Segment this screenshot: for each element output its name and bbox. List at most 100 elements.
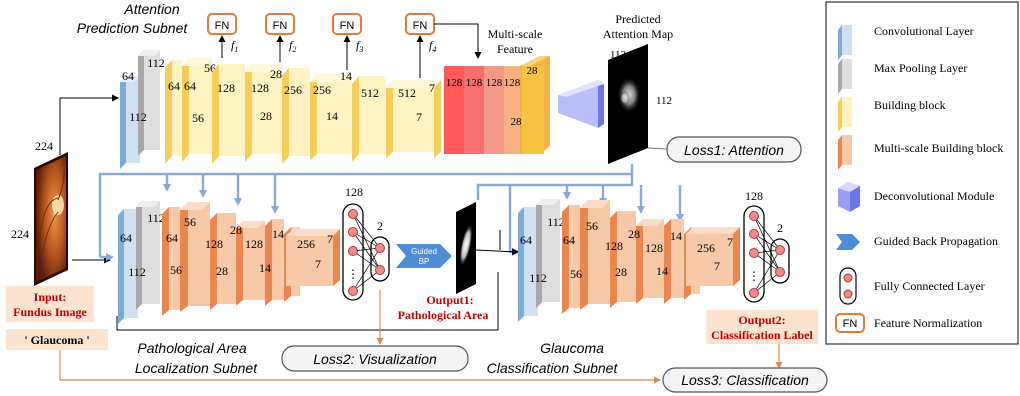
attention-map-title-line1: Predicted <box>615 12 660 26</box>
loc-conv-64: 64 <box>120 231 132 245</box>
input-label-line2: Fundus Image <box>13 305 87 319</box>
attn-b56b: 56 <box>192 111 204 125</box>
output2-label-box: Output2: Classification Label <box>706 310 818 344</box>
svg-text:Loss3: Classification: Loss3: Classification <box>681 372 809 388</box>
input-label-box: Input: Fundus Image <box>6 286 94 322</box>
attention-map-title-line2: Attention Map <box>603 27 673 41</box>
class-label-box: ' Glaucoma ' <box>6 329 108 350</box>
attn-b7a: 7 <box>429 81 435 95</box>
feature-f3: f3 <box>356 38 363 54</box>
building-block-stage2 <box>212 64 282 164</box>
max-pooling-icon <box>838 59 852 94</box>
attn-b14a: 14 <box>340 69 352 83</box>
loc-subnet-title-line2: Localization Subnet <box>135 360 258 376</box>
cls-b7b: 7 <box>714 259 720 273</box>
cls-b56a: 56 <box>586 219 598 233</box>
loc-fc-dots: ⋮ <box>347 267 359 281</box>
multiscale-feature-label-line2: Feature <box>497 42 533 56</box>
fn-box-icon: FN <box>835 313 865 333</box>
deconv-module <box>558 80 604 128</box>
localization-subnet: 64 112 112 64 56 56 128 28 28 128 <box>118 185 488 376</box>
cls-b28b: 28 <box>615 265 627 279</box>
fundus-image <box>34 152 68 286</box>
attn-b28a: 28 <box>270 67 282 81</box>
multiscale-feature-label-line1: Multi-scale <box>488 27 543 41</box>
cls-conv-layer <box>518 207 538 322</box>
feature-f4: f4 <box>429 38 436 54</box>
cls-b64: 64 <box>563 233 575 247</box>
attn-pool-112a: 112 <box>147 56 165 70</box>
svg-text:FN: FN <box>273 20 288 32</box>
legend-fn-label: Feature Normalization <box>874 316 982 330</box>
legend-conv-label: Convolutional Layer <box>874 24 974 38</box>
input-size-left: 224 <box>11 227 29 241</box>
output1-line1: Output1: <box>426 293 473 307</box>
loc-b28b: 28 <box>216 264 228 278</box>
cls-b28a: 28 <box>628 227 640 241</box>
max-pooling-block <box>138 50 160 156</box>
input-section: 224 224 Input: Fundus Image ' Glaucoma ' <box>6 94 119 350</box>
multiscale-feature-stack <box>444 56 550 154</box>
cls-subnet-title-line2: Classification Subnet <box>487 360 619 376</box>
loss3-box: Loss3: Classification <box>662 367 828 393</box>
attn-b128a: 128 <box>217 81 235 95</box>
legend-deconv-label: Deconvolutional Module <box>874 189 994 203</box>
legend-fc-label: Fully Connected Layer <box>874 279 985 293</box>
loc-subnet-title-line1: Pathological Area <box>137 340 246 356</box>
cls-ms-block-4 <box>686 227 740 286</box>
cls-conv-64: 64 <box>520 233 532 247</box>
cls-fc-layer: ⋮ <box>743 205 790 303</box>
cls-ms-block-1 <box>562 200 610 314</box>
predicted-attention-map <box>608 44 648 164</box>
attn-b14b: 14 <box>326 109 338 123</box>
cls-ms-block-2 <box>610 211 664 308</box>
attn-conv-64: 64 <box>122 69 134 83</box>
fn-box-4: FN <box>405 13 435 35</box>
cls-b14a: 14 <box>670 229 682 243</box>
deconv-module-icon <box>838 182 860 212</box>
feature-f1: f1 <box>231 38 238 54</box>
input-size-top: 224 <box>35 139 53 153</box>
attn-b28b: 28 <box>260 109 272 123</box>
loss1-box: Loss1: Attention <box>666 136 802 163</box>
attn-b256b: 256 <box>313 83 331 97</box>
svg-text:Loss2: Visualization: Loss2: Visualization <box>313 351 437 367</box>
ms-label-6: 28 <box>511 116 523 128</box>
legend-building-label: Building block <box>874 98 946 112</box>
output2-line2: Classification Label <box>711 328 813 342</box>
svg-text:FN: FN <box>843 318 858 330</box>
svg-text:FN: FN <box>340 20 355 32</box>
cls-pool-112b: 112 <box>529 271 547 285</box>
svg-text:BP: BP <box>419 257 430 266</box>
cls-subnet-title-line1: Glaucoma <box>540 340 604 356</box>
loc-b7a: 7 <box>327 232 333 246</box>
attn-b512b: 512 <box>398 86 416 100</box>
building-block-stage3 <box>282 68 352 164</box>
legend: Convolutional Layer Max Pooling Layer Bu… <box>825 1 1019 345</box>
conv-layer-icon <box>838 25 852 60</box>
class-label-text: ' Glaucoma ' <box>24 333 89 347</box>
loc-ms-block-4 <box>286 229 340 286</box>
legend-pool-label: Max Pooling Layer <box>874 61 967 75</box>
cls-fc-2: 2 <box>777 221 783 235</box>
loss2-box: Loss2: Visualization <box>281 345 469 372</box>
ms-label-4: 128 <box>504 77 521 89</box>
ms-label-5: 28 <box>527 65 539 77</box>
cls-b56b: 56 <box>570 267 582 281</box>
loc-pool-112b: 112 <box>128 265 146 279</box>
cls-b128: 128 <box>605 239 623 253</box>
svg-text:FN: FN <box>413 20 428 32</box>
ms-label-2: 128 <box>466 77 483 89</box>
attention-map-112a: 112 <box>610 49 626 61</box>
loc-ms-block-2 <box>210 213 265 310</box>
loc-b56b: 56 <box>170 263 182 277</box>
ms-label-3: 128 <box>486 77 503 89</box>
fn-box-2: FN <box>265 13 295 35</box>
building-block-icon <box>838 97 852 132</box>
input-label-line1: Input: <box>34 290 67 304</box>
loc-b64: 64 <box>166 231 178 245</box>
loc-ms-block-1 <box>162 202 210 316</box>
cls-pool-layer <box>536 199 560 308</box>
loc-fc-layer: ⋮ <box>342 203 390 301</box>
